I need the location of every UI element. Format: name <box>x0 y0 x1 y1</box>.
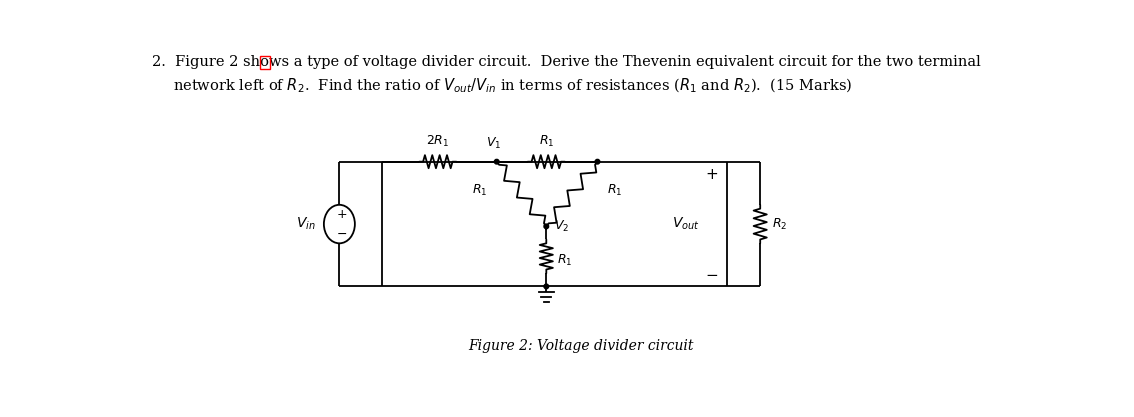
Text: $V_{in}$: $V_{in}$ <box>296 216 316 232</box>
Text: 2.  Figure 2 shows a type of voltage divider circuit.  Derive the Thevenin equiv: 2. Figure 2 shows a type of voltage divi… <box>152 55 981 69</box>
Text: $R_1$: $R_1$ <box>557 253 573 268</box>
Text: $2R_1$: $2R_1$ <box>426 133 449 148</box>
Text: $-$: $-$ <box>705 266 718 281</box>
Circle shape <box>544 224 549 229</box>
Text: +: + <box>705 167 718 182</box>
Circle shape <box>544 284 549 289</box>
Text: $V_{out}$: $V_{out}$ <box>672 216 700 232</box>
Text: $R_2$: $R_2$ <box>772 216 787 231</box>
Text: $V_2$: $V_2$ <box>555 219 569 234</box>
Text: $R_1$: $R_1$ <box>607 183 623 198</box>
Circle shape <box>595 159 600 164</box>
Circle shape <box>494 159 499 164</box>
Text: $-$: $-$ <box>336 227 347 240</box>
Text: +: + <box>337 208 347 221</box>
Text: $V_1$: $V_1$ <box>486 136 501 151</box>
Text: $R_1$: $R_1$ <box>539 133 555 148</box>
Text: $R_1$: $R_1$ <box>472 183 488 198</box>
Text: network left of $R_2$.  Find the ratio of $V_{out}/V_{in}$ in terms of resistanc: network left of $R_2$. Find the ratio of… <box>172 77 853 95</box>
Text: Figure 2: Voltage divider circuit: Figure 2: Voltage divider circuit <box>468 339 694 354</box>
